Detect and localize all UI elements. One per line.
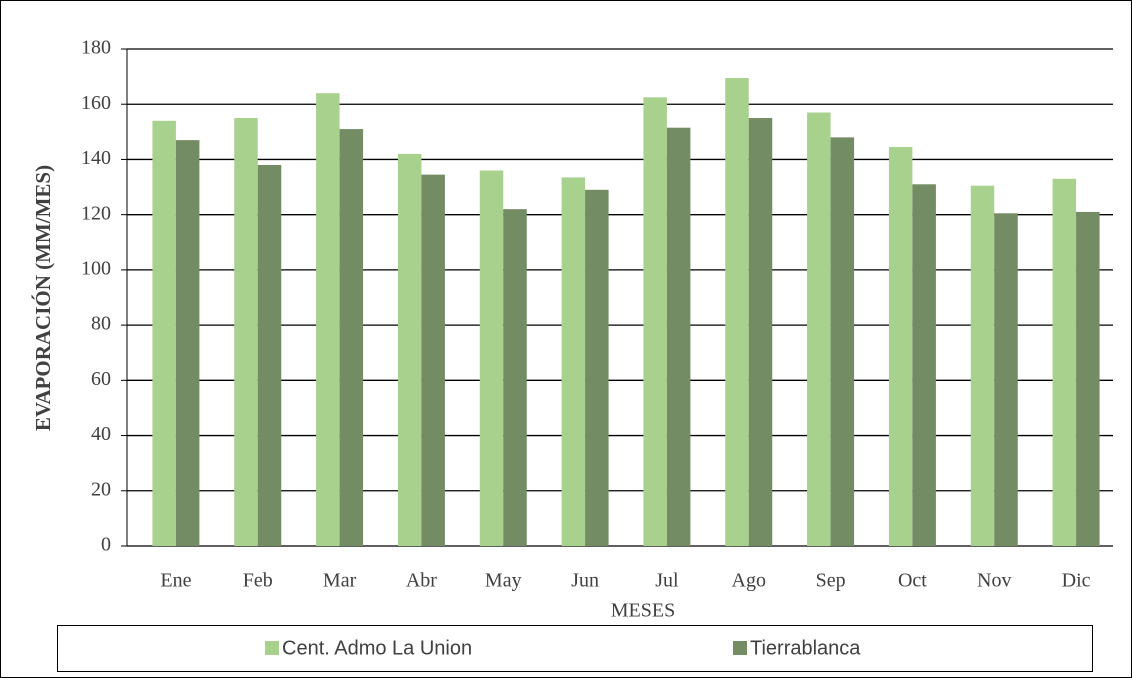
x-tick-label: Oct	[898, 570, 927, 592]
y-tick-label: 60	[91, 368, 111, 390]
bar	[912, 184, 936, 547]
bar	[397, 153, 422, 546]
bar	[1052, 178, 1077, 546]
bar	[748, 118, 773, 547]
bar	[725, 77, 749, 546]
bar	[316, 93, 340, 546]
bar	[1076, 211, 1100, 546]
y-tick-label: 140	[81, 147, 111, 169]
y-tick-label: 0	[101, 534, 111, 556]
y-tick-label: 160	[81, 92, 111, 114]
bar	[666, 127, 691, 547]
bar	[175, 140, 200, 546]
y-tick-label: 100	[81, 257, 111, 279]
bar	[888, 147, 913, 546]
bar	[152, 120, 176, 547]
x-tick-label: Mar	[323, 570, 357, 592]
bar	[807, 112, 831, 546]
bar	[503, 209, 527, 546]
bar	[421, 174, 445, 546]
bar	[257, 164, 282, 546]
x-tick-label: Ago	[732, 570, 766, 592]
x-tick-label: Abr	[406, 570, 437, 592]
y-tick-label: 120	[81, 202, 111, 224]
y-tick-label: 20	[91, 478, 111, 500]
bar	[561, 177, 586, 546]
y-axis-title: EVAPORACIÓN (MM/MES)	[31, 165, 55, 431]
x-tick-label: Jul	[655, 570, 679, 592]
legend-swatch	[265, 641, 279, 655]
y-tick-label: 180	[81, 37, 111, 59]
bar	[339, 129, 364, 547]
bar	[479, 170, 504, 546]
bar	[994, 213, 1018, 546]
x-tick-label: Jun	[571, 570, 599, 592]
legend-label: Cent. Admo La Union	[282, 637, 472, 659]
x-axis-title: MESES	[611, 600, 675, 622]
bar	[970, 185, 995, 547]
legend-swatch	[733, 641, 747, 655]
legend-box	[57, 625, 1093, 672]
legend-label: Tierrablanca	[750, 637, 861, 659]
bar	[830, 137, 855, 546]
y-tick-label: 80	[91, 313, 111, 335]
x-tick-label: Nov	[977, 570, 1011, 592]
bar	[234, 118, 258, 547]
x-tick-label: May	[485, 570, 522, 592]
x-tick-label: Sep	[816, 570, 846, 592]
bar	[643, 97, 667, 546]
bar	[585, 189, 609, 547]
x-tick-label: Feb	[243, 570, 273, 592]
x-tick-label: Dic	[1062, 570, 1091, 592]
x-tick-label: Ene	[160, 570, 191, 592]
y-tick-label: 40	[91, 423, 111, 445]
